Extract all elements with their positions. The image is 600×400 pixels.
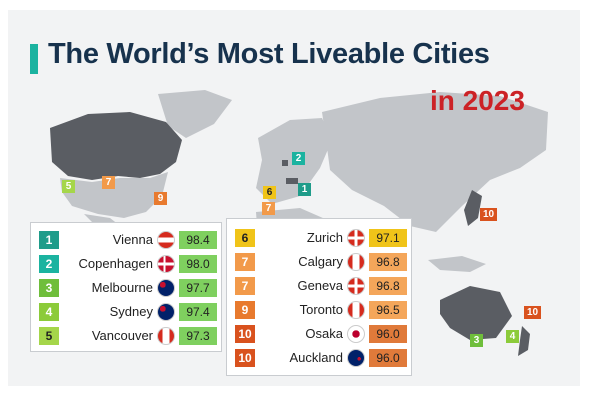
new-zealand-flag-icon bbox=[347, 349, 365, 367]
rank-badge: 10 bbox=[235, 349, 255, 367]
score-value: 96.8 bbox=[369, 253, 407, 271]
map-marker-toronto: 9 bbox=[154, 192, 167, 205]
city-name: Melbourne bbox=[91, 280, 153, 295]
canada-flag-icon bbox=[157, 327, 175, 345]
switzerland-flag-icon bbox=[347, 229, 365, 247]
city-name: Calgary bbox=[298, 254, 343, 269]
rank-badge: 3 bbox=[39, 279, 59, 297]
table-row: 10 Osaka 96.0 bbox=[235, 325, 407, 343]
australia-shape bbox=[440, 286, 512, 340]
japan-shape bbox=[464, 190, 482, 226]
austria-flag-icon bbox=[157, 231, 175, 249]
rank-badge: 9 bbox=[235, 301, 255, 319]
canada-shape bbox=[50, 112, 182, 180]
map-marker-melbourne: 3 bbox=[470, 334, 483, 347]
table-row: 5 Vancouver 97.3 bbox=[39, 327, 217, 345]
table-row: 4 Sydney 97.4 bbox=[39, 303, 217, 321]
rank-badge: 5 bbox=[39, 327, 59, 345]
denmark-highlight bbox=[282, 160, 288, 166]
score-value: 97.7 bbox=[179, 279, 217, 297]
city-name: Sydney bbox=[109, 304, 153, 319]
map-marker-auckland: 10 bbox=[524, 306, 541, 319]
city-name: Auckland bbox=[289, 350, 343, 365]
greenland-shape bbox=[158, 90, 232, 138]
score-value: 96.0 bbox=[369, 349, 407, 367]
map-marker-copenhagen: 2 bbox=[292, 152, 305, 165]
city-name: Geneva bbox=[297, 278, 343, 293]
australia-flag-icon bbox=[157, 303, 175, 321]
canada-flag-icon bbox=[347, 301, 365, 319]
rank-badge: 6 bbox=[235, 229, 255, 247]
rank-badge: 7 bbox=[235, 277, 255, 295]
ranking-table-right: 6 Zurich 97.1 7 Calgary 96.8 7 Geneva 96… bbox=[226, 218, 412, 376]
table-row: 7 Geneva 96.8 bbox=[235, 277, 407, 295]
map-marker-zurich: 6 bbox=[263, 186, 276, 199]
table-row: 7 Calgary 96.8 bbox=[235, 253, 407, 271]
rank-badge: 4 bbox=[39, 303, 59, 321]
score-value: 98.4 bbox=[179, 231, 217, 249]
table-row: 9 Toronto 96.5 bbox=[235, 301, 407, 319]
map-marker-calgary: 7 bbox=[102, 176, 115, 189]
table-row: 10 Auckland 96.0 bbox=[235, 349, 407, 367]
table-row: 1 Vienna 98.4 bbox=[39, 231, 217, 249]
score-value: 96.5 bbox=[369, 301, 407, 319]
austria-highlight bbox=[286, 178, 298, 184]
score-value: 96.0 bbox=[369, 325, 407, 343]
indonesia-shape bbox=[428, 256, 486, 272]
score-value: 97.4 bbox=[179, 303, 217, 321]
city-name: Vienna bbox=[112, 232, 153, 247]
map-marker-sydney: 4 bbox=[506, 330, 519, 343]
asia-shape bbox=[322, 92, 548, 232]
city-name: Toronto bbox=[299, 302, 343, 317]
table-row: 6 Zurich 97.1 bbox=[235, 229, 407, 247]
score-value: 98.0 bbox=[179, 255, 217, 273]
switzerland-flag-icon bbox=[347, 277, 365, 295]
city-name: Vancouver bbox=[91, 328, 153, 343]
map-marker-vienna: 1 bbox=[298, 183, 311, 196]
city-name: Zurich bbox=[306, 230, 343, 245]
city-name: Osaka bbox=[305, 326, 343, 341]
table-row: 2 Copenhagen 98.0 bbox=[39, 255, 217, 273]
canada-flag-icon bbox=[347, 253, 365, 271]
score-value: 97.1 bbox=[369, 229, 407, 247]
title-accent-bar bbox=[30, 44, 38, 74]
score-value: 96.8 bbox=[369, 277, 407, 295]
rank-badge: 2 bbox=[39, 255, 59, 273]
japan-flag-icon bbox=[347, 325, 365, 343]
score-value: 97.3 bbox=[179, 327, 217, 345]
rank-badge: 7 bbox=[235, 253, 255, 271]
table-row: 3 Melbourne 97.7 bbox=[39, 279, 217, 297]
city-name: Copenhagen bbox=[78, 256, 153, 271]
ranking-table-left: 1 Vienna 98.4 2 Copenhagen 98.0 3 Melbou… bbox=[30, 222, 222, 352]
australia-flag-icon bbox=[157, 279, 175, 297]
page-title: The World’s Most Liveable Cities bbox=[48, 38, 490, 70]
usa-shape bbox=[60, 172, 168, 218]
rank-badge: 1 bbox=[39, 231, 59, 249]
new-zealand-shape bbox=[518, 326, 530, 356]
page-subtitle: in 2023 bbox=[430, 85, 525, 116]
map-marker-osaka: 10 bbox=[480, 208, 497, 221]
map-marker-vancouver: 5 bbox=[62, 180, 75, 193]
rank-badge: 10 bbox=[235, 325, 255, 343]
denmark-flag-icon bbox=[157, 255, 175, 273]
map-marker-geneva: 7 bbox=[262, 202, 275, 215]
